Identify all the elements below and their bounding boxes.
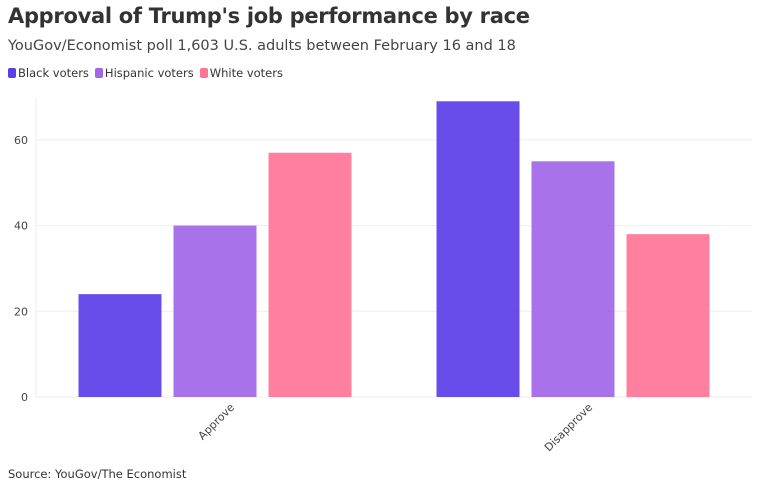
legend-label: Black voters [18, 66, 89, 80]
bar-approve-0 [78, 294, 162, 397]
chart-subtitle: YouGov/Economist poll 1,603 U.S. adults … [8, 38, 516, 54]
x-tick-label: Approve [196, 401, 238, 443]
bar-disapprove-0 [436, 101, 520, 398]
source-note: Source: YouGov/The Economist [8, 467, 187, 481]
legend: Black voters Hispanic voters White voters [8, 66, 283, 80]
legend-item: Hispanic voters [94, 66, 194, 80]
y-tick-label: 40 [14, 220, 28, 233]
y-tick-label: 0 [21, 391, 28, 404]
legend-swatch [199, 68, 208, 78]
x-tick-label: Disapprove [542, 401, 595, 454]
legend-item: White voters [199, 66, 283, 80]
legend-label: White voters [209, 66, 283, 80]
legend-swatch [8, 68, 16, 78]
bar-approve-1 [173, 225, 257, 397]
legend-swatch [94, 68, 103, 78]
legend-item: Black voters [8, 66, 89, 80]
legend-label: Hispanic voters [104, 66, 194, 80]
chart-title: Approval of Trump's job performance by r… [8, 4, 530, 28]
bar-disapprove-1 [531, 161, 615, 397]
y-tick-label: 60 [14, 134, 28, 147]
y-tick-label: 20 [14, 305, 28, 318]
bar-approve-2 [268, 152, 352, 397]
bar-disapprove-2 [626, 234, 710, 397]
